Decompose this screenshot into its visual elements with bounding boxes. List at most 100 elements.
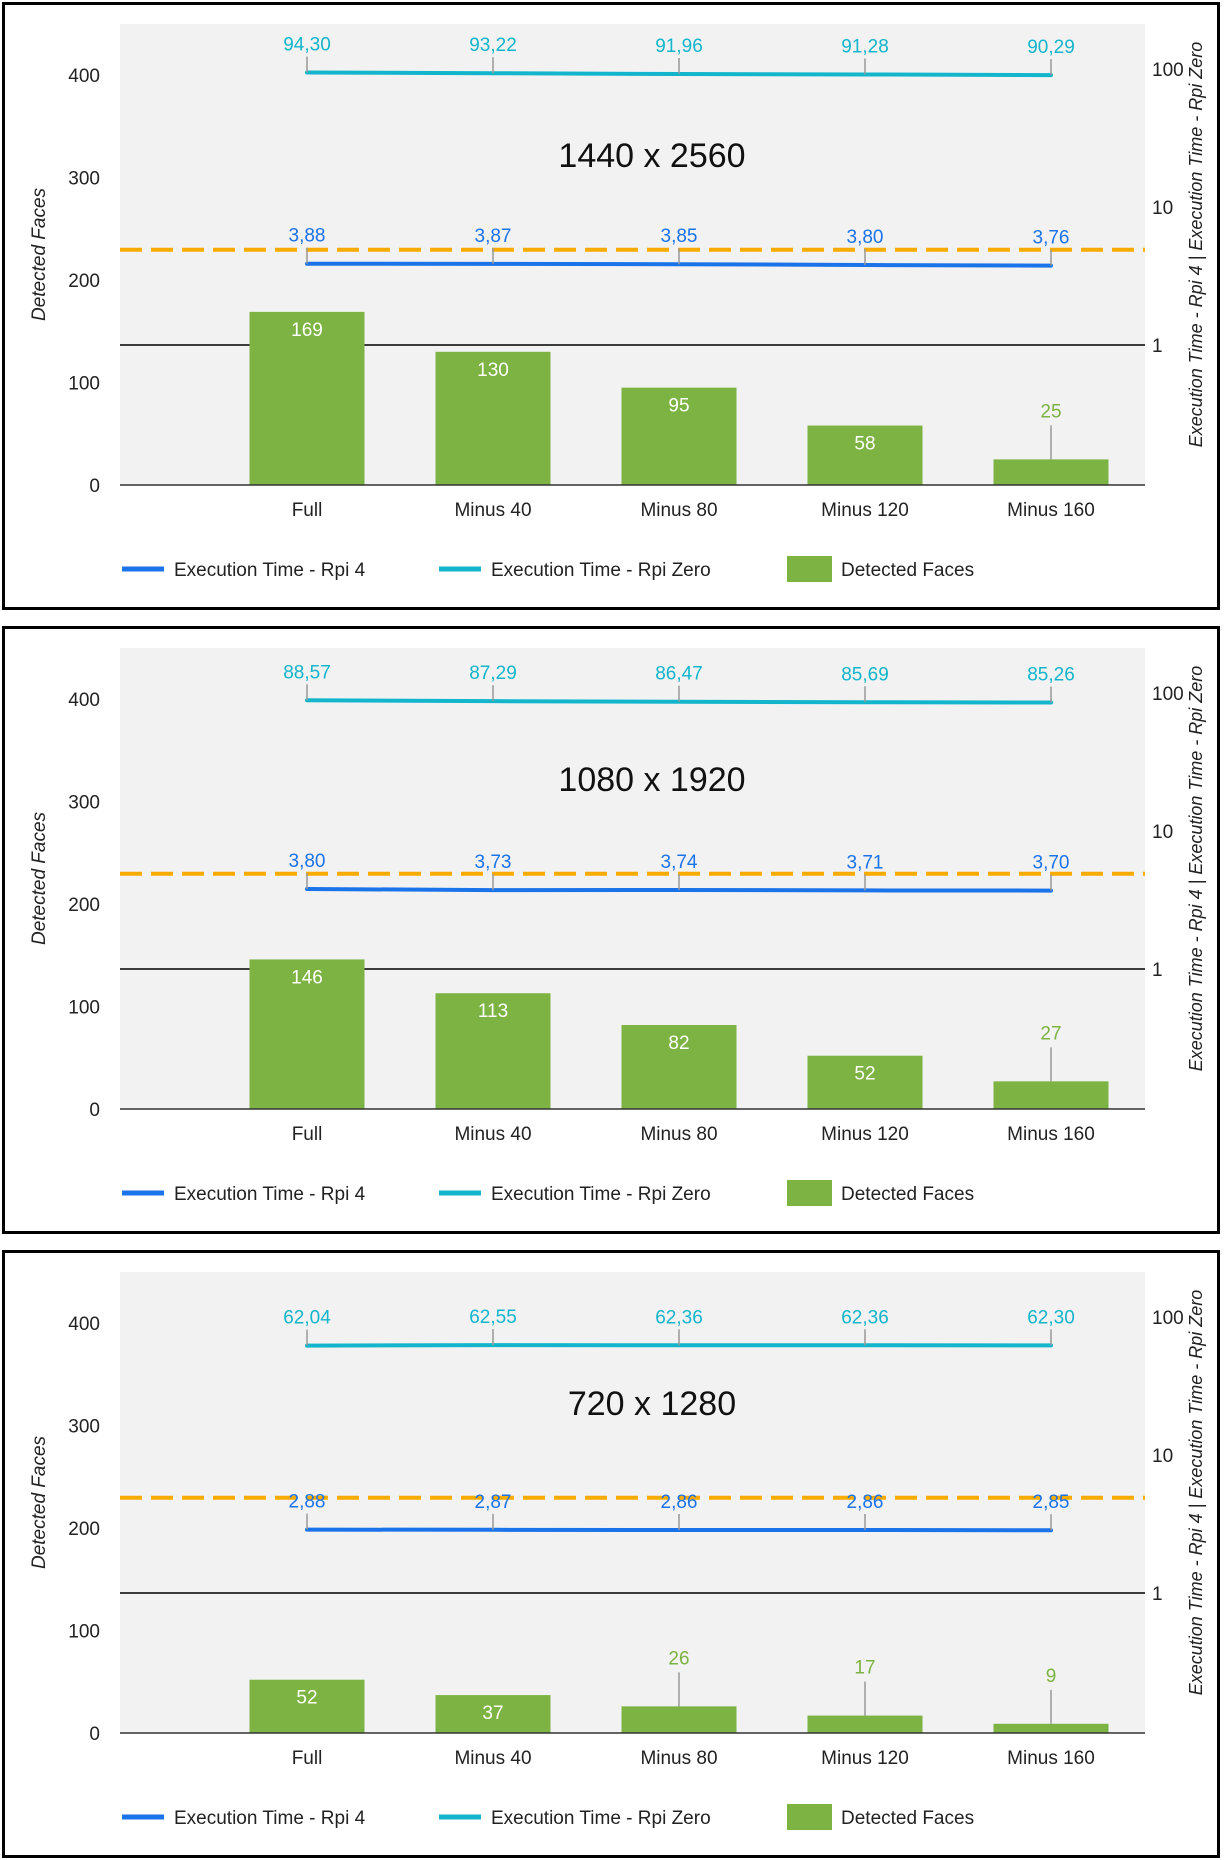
- bar: [993, 1081, 1109, 1109]
- point-data-label: 3,73: [475, 852, 512, 873]
- chart-svg: 0 100 200 300 400 1 10 100 Detected Faces Executi…: [29, 1272, 1206, 1830]
- point-data-label: 2,85: [1033, 1492, 1070, 1513]
- y-tick-label: 200: [68, 1519, 100, 1540]
- x-tick-label: Minus 160: [1007, 1124, 1095, 1145]
- bar-data-label: 17: [854, 1658, 875, 1679]
- point-data-label: 3,74: [661, 852, 698, 873]
- point-data-label: 93,22: [469, 35, 517, 56]
- bar: [993, 459, 1109, 485]
- point-data-label: 90,29: [1027, 37, 1075, 58]
- bar: [621, 1024, 737, 1109]
- chart-title: 720 x 1280: [568, 1385, 736, 1423]
- point-data-label: 3,80: [847, 227, 884, 248]
- bar-data-label: 27: [1040, 1023, 1061, 1044]
- bar-data-label: 58: [854, 434, 875, 455]
- y-tick-label: 200: [68, 271, 100, 292]
- legend-swatch: [787, 1804, 832, 1830]
- point-data-label: 62,36: [841, 1307, 889, 1328]
- bar: [435, 351, 551, 485]
- chart-panel: 0 100 200 300 400 1 10 100 Detected Faces Executi…: [2, 626, 1220, 1234]
- y2-tick-label: 100: [1152, 1308, 1184, 1329]
- y-tick-label: 300: [68, 793, 100, 814]
- bar-data-label: 146: [291, 967, 323, 988]
- point-data-label: 3,88: [289, 226, 326, 247]
- y2-axis-title: Execution Time - Rpi 4 | Execution Time …: [1186, 1290, 1206, 1696]
- y-axis-title: Detected Faces: [29, 187, 50, 321]
- bar-data-label: 95: [668, 396, 689, 417]
- bar: [249, 959, 365, 1109]
- legend-label: Execution Time - Rpi 4: [174, 1808, 366, 1829]
- y-tick-label: 100: [68, 374, 100, 395]
- y2-tick-label: 10: [1152, 822, 1173, 843]
- y-axis-title: Detected Faces: [29, 1435, 50, 1569]
- plot-background: [120, 1272, 1145, 1733]
- point-data-label: 2,86: [661, 1492, 698, 1513]
- x-tick-label: Minus 80: [640, 500, 717, 521]
- y-tick-label: 300: [68, 169, 100, 190]
- point-data-label: 62,04: [283, 1308, 331, 1329]
- x-tick-label: Minus 40: [454, 1748, 531, 1769]
- x-tick-label: Minus 40: [454, 500, 531, 521]
- point-data-label: 94,30: [283, 35, 331, 56]
- bar-data-label: 113: [478, 1001, 508, 1022]
- y2-axis-title: Execution Time - Rpi 4 | Execution Time …: [1186, 42, 1206, 448]
- x-tick-label: Minus 160: [1007, 1748, 1095, 1769]
- bar: [435, 993, 551, 1109]
- bar: [249, 311, 365, 485]
- legend-label: Detected Faces: [841, 1184, 974, 1205]
- legend-label: Detected Faces: [841, 560, 974, 581]
- legend-label: Execution Time - Rpi Zero: [491, 1808, 711, 1829]
- x-tick-label: Minus 80: [640, 1748, 717, 1769]
- chart-svg: 0 100 200 300 400 1 10 100 Detected Faces Executi…: [29, 648, 1206, 1206]
- legend-label: Execution Time - Rpi 4: [174, 560, 366, 581]
- x-tick-label: Minus 40: [454, 1124, 531, 1145]
- point-data-label: 86,47: [655, 664, 703, 685]
- x-tick-label: Minus 120: [821, 500, 909, 521]
- chart-panel: 0 100 200 300 400 1 10 100 Detected Faces Executi…: [2, 2, 1220, 610]
- legend-swatch: [787, 1180, 832, 1206]
- point-data-label: 3,87: [475, 226, 512, 247]
- y-tick-label: 0: [89, 1100, 100, 1121]
- bar: [621, 1706, 737, 1733]
- x-tick-label: Minus 120: [821, 1748, 909, 1769]
- point-data-label: 2,88: [289, 1492, 326, 1513]
- bar-data-label: 26: [668, 1648, 689, 1669]
- bar-data-label: 82: [668, 1033, 689, 1054]
- legend-label: Execution Time - Rpi Zero: [491, 1184, 711, 1205]
- bar: [249, 1679, 365, 1733]
- y-tick-label: 400: [68, 690, 100, 711]
- point-data-label: 62,55: [469, 1307, 517, 1328]
- point-data-label: 91,28: [841, 36, 889, 57]
- y2-tick-label: 1: [1152, 336, 1163, 357]
- x-tick-label: Minus 160: [1007, 500, 1095, 521]
- bar-data-label: 130: [477, 360, 509, 381]
- y2-tick-label: 10: [1152, 1446, 1173, 1467]
- y2-tick-label: 100: [1152, 684, 1184, 705]
- y-axis-title: Detected Faces: [29, 811, 50, 945]
- point-data-label: 3,80: [289, 851, 326, 872]
- point-data-label: 3,70: [1033, 853, 1070, 874]
- series-line: [305, 698, 1053, 705]
- chart-title: 1440 x 2560: [558, 137, 745, 175]
- point-data-label: 85,26: [1027, 665, 1075, 686]
- bar-data-label: 169: [291, 320, 323, 341]
- y2-axis-title: Execution Time - Rpi 4 | Execution Time …: [1186, 666, 1206, 1072]
- y2-tick-label: 1: [1152, 1584, 1163, 1605]
- bar-data-label: 52: [296, 1688, 317, 1709]
- point-data-label: 62,30: [1027, 1307, 1075, 1328]
- bar: [807, 1715, 923, 1733]
- point-data-label: 62,36: [655, 1307, 703, 1328]
- x-tick-label: Minus 80: [640, 1124, 717, 1145]
- y-tick-label: 200: [68, 895, 100, 916]
- legend-label: Execution Time - Rpi Zero: [491, 560, 711, 581]
- y2-tick-label: 10: [1152, 198, 1173, 219]
- point-data-label: 3,76: [1033, 228, 1070, 249]
- bar-data-label: 37: [482, 1703, 503, 1724]
- bar: [435, 1695, 551, 1733]
- bar-data-label: 25: [1040, 401, 1061, 422]
- bar-data-label: 9: [1046, 1666, 1057, 1687]
- legend-label: Execution Time - Rpi 4: [174, 1184, 366, 1205]
- chart-title: 1080 x 1920: [558, 761, 745, 799]
- bar-data-label: 52: [854, 1064, 875, 1085]
- point-data-label: 2,87: [475, 1492, 512, 1513]
